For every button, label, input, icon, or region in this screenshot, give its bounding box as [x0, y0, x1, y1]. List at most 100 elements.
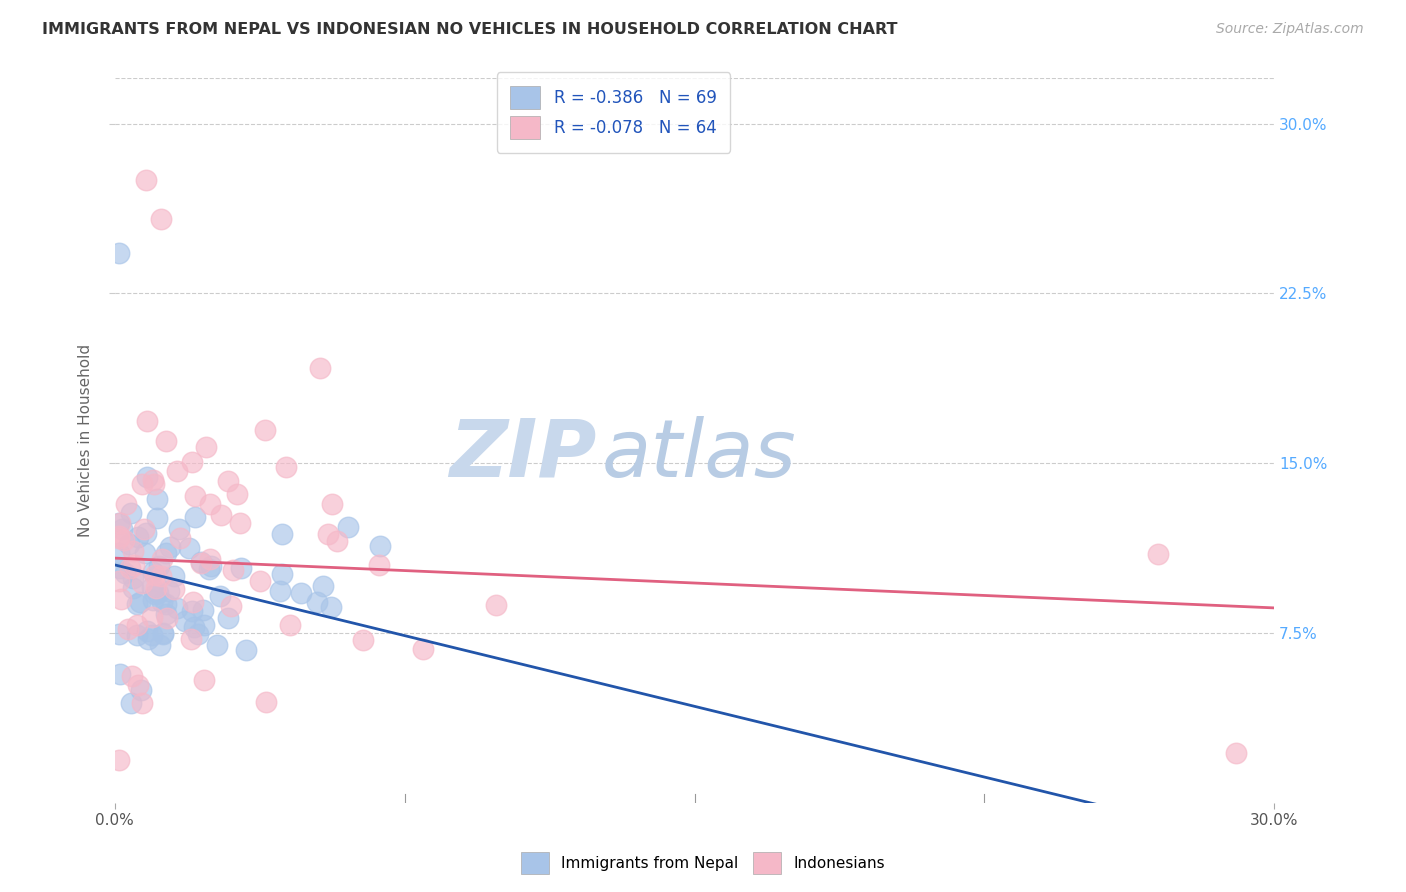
Point	[142, 473, 165, 487]
Point	[190, 556, 212, 570]
Text: IMMIGRANTS FROM NEPAL VS INDONESIAN NO VEHICLES IN HOUSEHOLD CORRELATION CHART: IMMIGRANTS FROM NEPAL VS INDONESIAN NO V…	[42, 22, 897, 37]
Point	[166, 464, 188, 478]
Point	[107, 753, 129, 767]
Point	[290, 586, 312, 600]
Point	[193, 673, 215, 687]
Point	[129, 595, 152, 609]
Point	[368, 540, 391, 554]
Point	[136, 414, 159, 428]
Point	[209, 508, 232, 522]
Point	[231, 560, 253, 574]
Point	[107, 546, 129, 560]
Point	[173, 614, 195, 628]
Point	[166, 601, 188, 615]
Point	[108, 667, 131, 681]
Point	[180, 632, 202, 646]
Point	[142, 593, 165, 607]
Text: Source: ZipAtlas.com: Source: ZipAtlas.com	[1216, 22, 1364, 37]
Point	[145, 510, 167, 524]
Legend: Immigrants from Nepal, Indonesians: Immigrants from Nepal, Indonesians	[515, 846, 891, 880]
Point	[132, 522, 155, 536]
Point	[316, 527, 339, 541]
Point	[146, 585, 169, 599]
Point	[229, 516, 252, 531]
Point	[141, 627, 163, 641]
Point	[222, 564, 245, 578]
Point	[205, 638, 228, 652]
Point	[198, 552, 221, 566]
Point	[145, 491, 167, 506]
Point	[155, 597, 177, 611]
Point	[127, 530, 149, 544]
Point	[125, 628, 148, 642]
Legend: R = -0.386   N = 69, R = -0.078   N = 64: R = -0.386 N = 69, R = -0.078 N = 64	[496, 72, 730, 153]
Point	[150, 551, 173, 566]
Point	[143, 476, 166, 491]
Point	[110, 522, 132, 536]
Point	[114, 566, 136, 581]
Point	[131, 696, 153, 710]
Point	[184, 489, 207, 503]
Point	[309, 361, 332, 376]
Point	[163, 569, 186, 583]
Point	[122, 571, 145, 585]
Point	[107, 516, 129, 530]
Point	[209, 589, 232, 603]
Point	[108, 516, 131, 530]
Point	[127, 678, 149, 692]
Y-axis label: No Vehicles in Household: No Vehicles in Household	[79, 344, 93, 537]
Text: ZIP: ZIP	[449, 416, 596, 494]
Point	[155, 546, 177, 560]
Point	[135, 173, 157, 187]
Point	[217, 474, 239, 488]
Point	[149, 638, 172, 652]
Point	[149, 569, 172, 583]
Point	[326, 533, 349, 548]
Point	[305, 595, 328, 609]
Point	[278, 617, 301, 632]
Point	[194, 441, 217, 455]
Point	[143, 568, 166, 582]
Point	[271, 567, 294, 582]
Point	[193, 602, 215, 616]
Point	[190, 555, 212, 569]
Point	[150, 211, 173, 226]
Point	[127, 618, 149, 632]
Point	[121, 669, 143, 683]
Point	[159, 540, 181, 554]
Point	[129, 683, 152, 698]
Point	[150, 595, 173, 609]
Point	[124, 558, 146, 572]
Point	[122, 544, 145, 558]
Point	[155, 607, 177, 622]
Point	[148, 558, 170, 573]
Point	[110, 591, 132, 606]
Point	[107, 245, 129, 260]
Point	[120, 507, 142, 521]
Point	[152, 627, 174, 641]
Point	[1225, 746, 1247, 760]
Point	[169, 531, 191, 545]
Point	[136, 470, 159, 484]
Point	[156, 611, 179, 625]
Point	[269, 584, 291, 599]
Point	[112, 533, 135, 547]
Point	[131, 576, 153, 591]
Point	[107, 529, 129, 543]
Point	[108, 561, 131, 575]
Point	[253, 423, 276, 437]
Point	[274, 460, 297, 475]
Point	[127, 597, 149, 611]
Point	[235, 643, 257, 657]
Point	[134, 546, 156, 560]
Point	[107, 627, 129, 641]
Point	[141, 610, 163, 624]
Point	[1147, 547, 1170, 561]
Point	[145, 581, 167, 595]
Text: atlas: atlas	[602, 416, 797, 494]
Point	[312, 579, 335, 593]
Point	[117, 537, 139, 551]
Point	[179, 541, 201, 556]
Point	[155, 434, 177, 448]
Point	[180, 604, 202, 618]
